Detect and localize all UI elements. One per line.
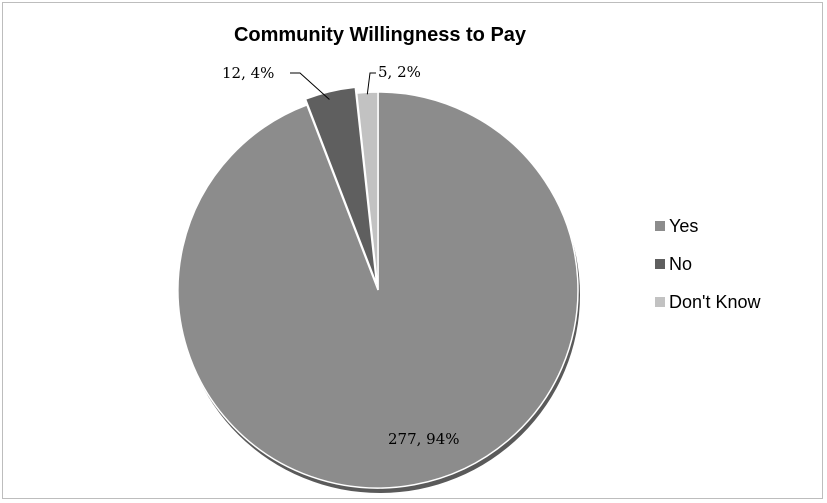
label-group: 277, 94% 12, 4% 5, 2% [222,63,460,448]
legend-label-yes: Yes [669,215,699,236]
legend-label-dont-know: Don't Know [669,291,761,312]
slice-label-no: 12, 4% [222,64,274,82]
chart-title: Community Willingness to Pay [233,24,527,46]
legend: Yes No Don't Know [655,207,761,321]
legend-item-dont-know: Don't Know [655,283,761,321]
slice-label-yes: 277, 94% [388,430,460,448]
legend-swatch-dont-know [655,297,665,307]
leader-line-dont-know [366,72,376,95]
slice-label-dont-know: 5, 2% [378,63,421,81]
leader-line-no [290,72,330,100]
legend-swatch-no [655,259,665,269]
legend-label-no: No [669,253,693,274]
pie-group [177,86,580,493]
legend-swatch-yes [655,221,665,231]
legend-item-no: No [655,245,761,283]
legend-item-yes: Yes [655,207,761,245]
pie-slice-no [304,86,378,285]
